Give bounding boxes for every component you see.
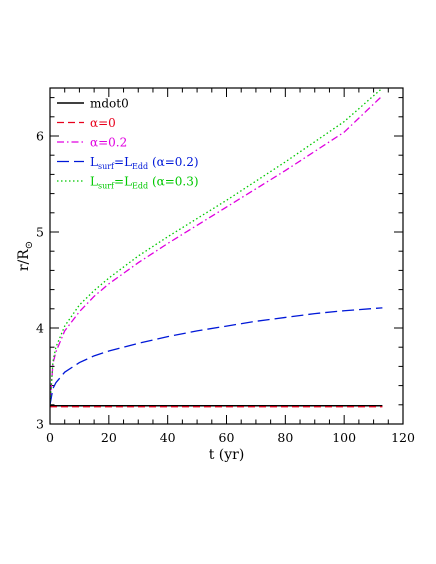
y-tick-label: 4 <box>36 321 44 336</box>
x-tick-label: 40 <box>160 430 176 445</box>
x-tick-label: 80 <box>277 430 293 445</box>
axis-ticks <box>49 88 404 425</box>
x-tick-label: 120 <box>391 430 415 445</box>
legend-label-alpha0: α=0 <box>90 116 116 130</box>
x-tick-label: 20 <box>101 430 117 445</box>
legend: mdot0 α=0 α=0.2 Lsurf=LEdd (α=0.2) Lsurf=LEd… <box>57 97 199 191</box>
series-lsurf03-line <box>50 88 383 405</box>
x-tick-label: 0 <box>46 430 54 445</box>
svg-text:r/R⊙: r/R⊙ <box>16 241 35 271</box>
x-axis-label: t (yr) <box>209 447 245 463</box>
series-lsurf02-line <box>50 307 383 405</box>
legend-label-alpha02: α=0.2 <box>90 136 127 150</box>
tick-labels: 0 20 40 60 80 100 120 3 4 5 6 <box>36 129 415 446</box>
series-alpha02-line <box>50 95 383 405</box>
x-tick-label: 60 <box>219 430 235 445</box>
legend-label-lsurf03: Lsurf=LEdd (α=0.3) <box>90 175 199 191</box>
legend-label-mdot0: mdot0 <box>90 97 129 111</box>
y-tick-label: 6 <box>36 129 44 144</box>
y-axis-label-main: r/R <box>16 249 32 271</box>
y-axis-label: r/R⊙ <box>16 241 35 271</box>
legend-label-lsurf02: Lsurf=LEdd (α=0.2) <box>90 155 199 171</box>
plot-frame <box>49 87 404 425</box>
y-tick-label: 3 <box>36 417 44 432</box>
series-group <box>50 88 383 408</box>
y-tick-label: 5 <box>36 225 44 240</box>
x-tick-label: 100 <box>332 430 356 445</box>
y-axis-label-sub: ⊙ <box>24 241 35 249</box>
